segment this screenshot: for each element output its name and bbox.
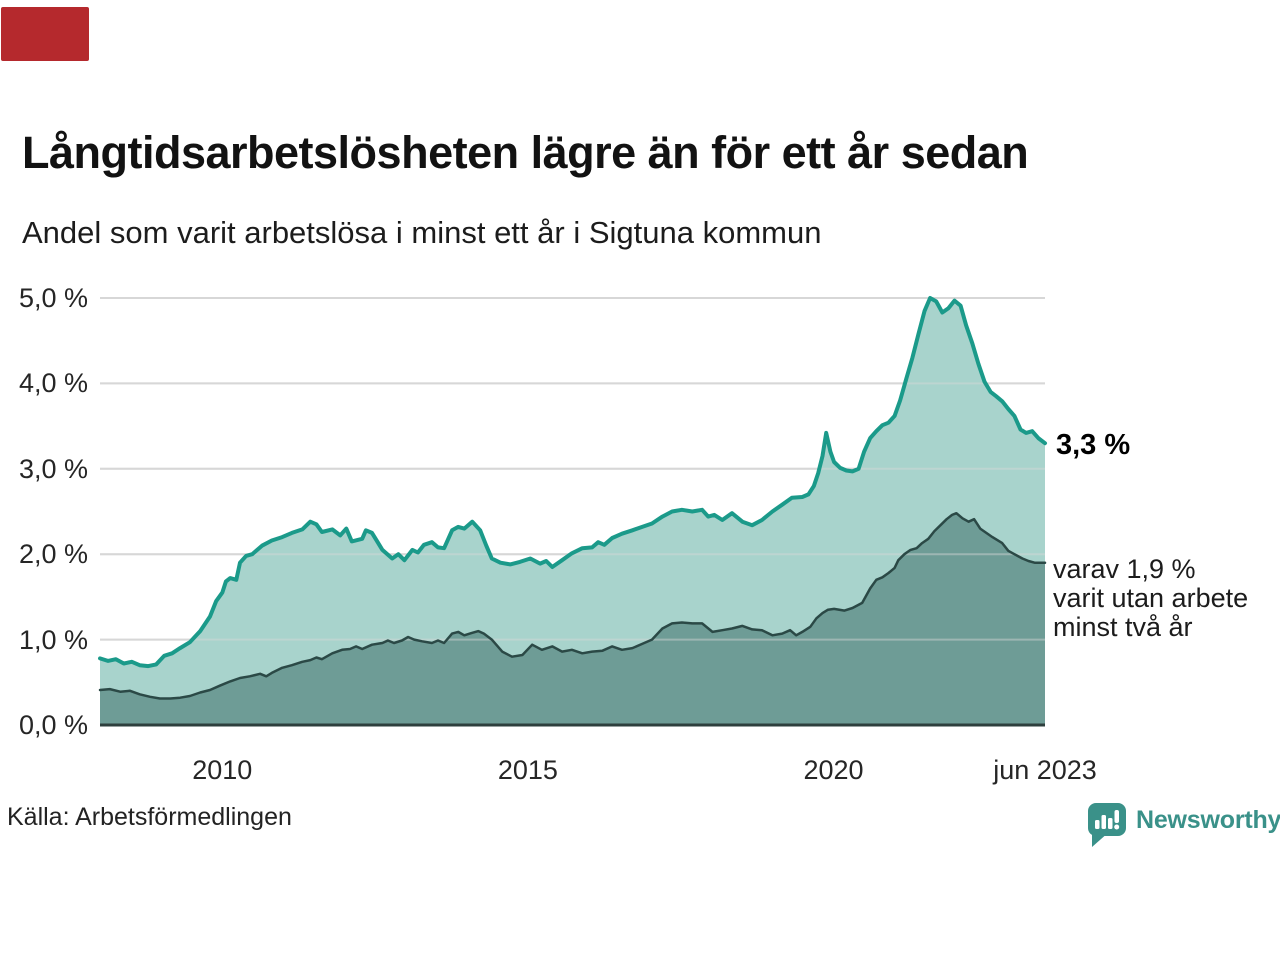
endpoint-label-total: 3,3 % xyxy=(1056,429,1131,462)
line-total xyxy=(98,296,1047,669)
y-tick-label: 0,0 % xyxy=(18,710,88,740)
area-two-years xyxy=(100,513,1045,725)
endpoint-label-line: minst två år xyxy=(1053,611,1193,642)
endpoint-label-line: varav 1,9 % xyxy=(1053,553,1196,584)
y-tick-label: 5,0 % xyxy=(18,283,88,313)
brand-name: Newsworthy xyxy=(1136,806,1280,834)
area-total xyxy=(100,298,1045,725)
x-tick-label: 2015 xyxy=(497,755,558,785)
newsworthy-logo-icon xyxy=(1088,803,1126,847)
x-axis: 2010 2015 2020 jun 2023 xyxy=(100,755,1097,789)
line-two-years xyxy=(98,511,1047,700)
y-tick-label: 1,0 % xyxy=(18,624,88,655)
red-marker xyxy=(1,7,89,61)
x-tick-label: jun 2023 xyxy=(993,755,1097,785)
x-tick-label: 2010 xyxy=(192,755,253,785)
chart-title: Långtidsarbetslösheten lägre än för ett … xyxy=(22,127,1029,178)
y-tick-label: 3,0 % xyxy=(18,453,88,484)
source-credit: Källa: Arbetsförmedlingen xyxy=(7,803,292,831)
y-tick-label: 4,0 % xyxy=(18,368,88,399)
y-tick-label: 2,0 % xyxy=(18,539,88,570)
endpoint-label-line: varit utan arbete xyxy=(1053,582,1249,613)
endpoint-label-two-years: varav 1,9 % varit utan arbete minst två … xyxy=(1053,553,1249,642)
plot-area xyxy=(98,296,1047,727)
chart-subtitle: Andel som varit arbetslösa i minst ett å… xyxy=(22,215,822,250)
x-tick-label: 2020 xyxy=(803,755,864,785)
